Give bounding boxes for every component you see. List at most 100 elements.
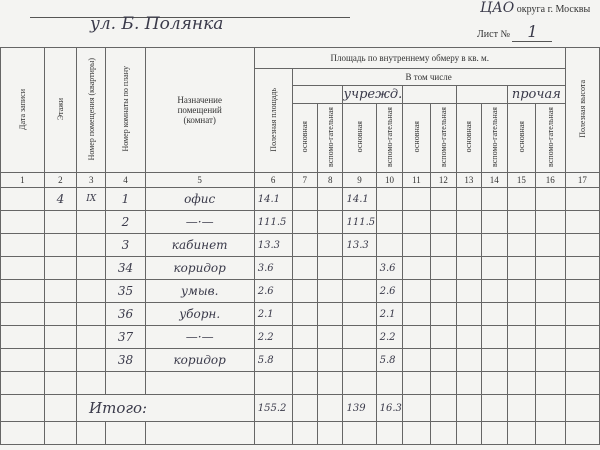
sub-aux-header: вспомо-гательная bbox=[317, 103, 344, 173]
area-title: Площадь по внутреннему обмеру в кв. м. bbox=[253, 47, 566, 69]
cell bbox=[429, 421, 458, 445]
cell bbox=[534, 348, 566, 372]
cell bbox=[480, 302, 509, 326]
room-cell: 1 bbox=[105, 187, 146, 211]
aux-area-cell: 5.8 bbox=[375, 348, 404, 372]
cell bbox=[402, 348, 431, 372]
room-cell: 38 bbox=[105, 348, 146, 372]
cell bbox=[534, 210, 566, 234]
cell bbox=[402, 371, 431, 395]
cell bbox=[507, 325, 536, 349]
street-name: ул. Б. Полянка bbox=[90, 14, 224, 34]
table-row bbox=[0, 421, 600, 445]
cell bbox=[456, 325, 482, 349]
room-cell: 36 bbox=[105, 302, 146, 326]
table-row: 36 уборн. 2.1 2.1 bbox=[0, 302, 600, 326]
cell bbox=[291, 233, 319, 257]
cell bbox=[429, 233, 458, 257]
cell bbox=[291, 394, 319, 422]
main-area-cell bbox=[342, 302, 377, 326]
room-cell: 3 bbox=[105, 233, 146, 257]
col-date-header: Дата записи bbox=[0, 47, 45, 173]
cell bbox=[480, 371, 509, 395]
cell bbox=[456, 187, 482, 211]
aux-area-cell: 2.2 bbox=[375, 325, 404, 349]
cell bbox=[534, 302, 566, 326]
total-aux: 16.3 bbox=[375, 394, 404, 422]
cell bbox=[507, 187, 536, 211]
cell bbox=[0, 421, 45, 445]
group-other: прочая bbox=[507, 85, 566, 104]
date-cell bbox=[0, 256, 45, 280]
cell bbox=[402, 187, 431, 211]
cell bbox=[534, 371, 566, 395]
column-number: 16 bbox=[534, 172, 566, 188]
main-area-cell bbox=[342, 279, 377, 303]
district-handwritten: ЦАО bbox=[480, 0, 515, 16]
purpose-cell bbox=[144, 371, 255, 395]
purpose-cell: уборн. bbox=[144, 302, 255, 326]
cell bbox=[480, 421, 509, 445]
cell bbox=[402, 325, 431, 349]
main-area-cell: 13.3 bbox=[342, 233, 377, 257]
purpose-cell: кабинет bbox=[144, 233, 255, 257]
cell bbox=[480, 279, 509, 303]
cell bbox=[564, 302, 600, 326]
cell bbox=[291, 348, 319, 372]
cell bbox=[480, 187, 509, 211]
cell bbox=[317, 302, 344, 326]
area-cell: 2.6 bbox=[253, 279, 293, 303]
cell bbox=[402, 233, 431, 257]
cell bbox=[456, 394, 482, 422]
cell bbox=[429, 302, 458, 326]
cell bbox=[534, 233, 566, 257]
cell bbox=[429, 325, 458, 349]
cell bbox=[564, 279, 600, 303]
cell bbox=[456, 302, 482, 326]
area-cell bbox=[253, 371, 293, 395]
cell bbox=[375, 421, 404, 445]
col-apt-header: Номер помещения (квартиры) bbox=[76, 47, 107, 173]
cell bbox=[291, 325, 319, 349]
sheet-label: Лист № bbox=[477, 29, 510, 40]
apt-cell bbox=[76, 302, 107, 326]
table-row: 34 коридор 3.6 3.6 bbox=[0, 256, 600, 280]
column-number: 5 bbox=[144, 172, 255, 188]
column-number: 10 bbox=[375, 172, 404, 188]
cell bbox=[507, 394, 536, 422]
cell bbox=[456, 421, 482, 445]
area-cell: 2.1 bbox=[253, 302, 293, 326]
main-area-cell: 14.1 bbox=[342, 187, 377, 211]
cell bbox=[564, 394, 600, 422]
cell bbox=[291, 371, 319, 395]
area-cell: 3.6 bbox=[253, 256, 293, 280]
table-row: 4 IX 1 офис 14.1 14.1 bbox=[0, 187, 600, 211]
cell bbox=[317, 256, 344, 280]
main-area-cell bbox=[342, 256, 377, 280]
cell bbox=[456, 210, 482, 234]
cell bbox=[534, 325, 566, 349]
cell bbox=[564, 371, 600, 395]
cell bbox=[507, 256, 536, 280]
column-number: 11 bbox=[402, 172, 431, 188]
cell bbox=[291, 187, 319, 211]
sub-aux-header: вспомо-гательная bbox=[375, 103, 404, 173]
floor-cell: 4 bbox=[43, 187, 78, 211]
cell bbox=[317, 348, 344, 372]
date-cell bbox=[0, 348, 45, 372]
area-cell: 14.1 bbox=[253, 187, 293, 211]
area-cell: 13.3 bbox=[253, 233, 293, 257]
date-cell bbox=[0, 210, 45, 234]
main-area-cell bbox=[342, 325, 377, 349]
cell bbox=[429, 210, 458, 234]
cell bbox=[429, 256, 458, 280]
room-cell: 35 bbox=[105, 279, 146, 303]
cell bbox=[291, 302, 319, 326]
apt-cell: IX bbox=[76, 187, 107, 211]
cell bbox=[76, 421, 107, 445]
sub-aux-header: вспомо-гательная bbox=[429, 103, 458, 173]
cell bbox=[429, 371, 458, 395]
district-suffix: округа г. Москвы bbox=[516, 4, 591, 15]
column-number: 3 bbox=[76, 172, 107, 188]
table-row: 38 коридор 5.8 5.8 bbox=[0, 348, 600, 372]
